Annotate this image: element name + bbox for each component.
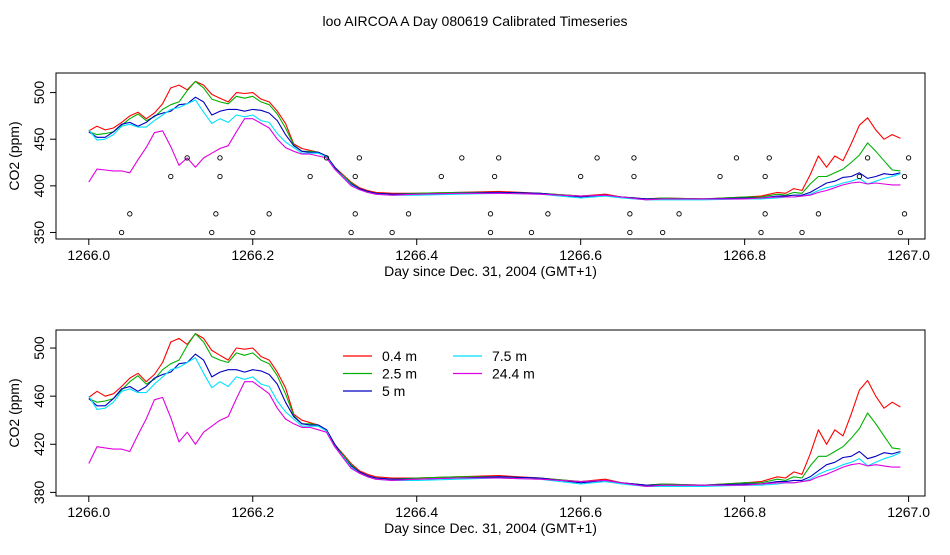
data-point <box>118 229 125 236</box>
data-point <box>487 229 494 236</box>
data-point <box>856 173 863 180</box>
y-axis-label: CO2 (ppm) <box>6 121 22 190</box>
data-point <box>901 173 908 180</box>
data-point <box>405 211 412 217</box>
y-axis-label: CO2 (ppm) <box>6 378 22 447</box>
x-axis-label: Day since Dec. 31, 2004 (GMT+1) <box>384 520 597 536</box>
data-point <box>209 229 215 236</box>
series-line-7-5-m <box>88 99 901 201</box>
series-line-2-5-m <box>88 333 901 486</box>
data-point <box>762 211 768 217</box>
x-tick-label: 1266.8 <box>723 504 766 520</box>
series-line-5-m <box>88 96 901 200</box>
data-point <box>758 229 764 236</box>
data-point <box>356 155 362 161</box>
data-point <box>217 155 223 161</box>
data-point <box>627 211 633 217</box>
series-line-5-m <box>88 353 901 486</box>
series-line-2-5-m <box>88 80 901 200</box>
data-point <box>323 155 330 161</box>
series-line-24-4-m <box>88 381 901 487</box>
x-tick-label: 1266.0 <box>67 504 110 520</box>
data-point <box>799 229 805 236</box>
data-point <box>901 211 908 217</box>
top-panel: 1266.0 1266.2 1266.4 1266.6 1266.8 1267.0 350 4… <box>6 72 930 279</box>
legend-label: 2.5 m <box>382 366 417 382</box>
data-point <box>864 155 871 161</box>
data-point <box>905 155 912 161</box>
x-tick-label: 1266.8 <box>723 247 766 263</box>
data-point <box>438 173 444 180</box>
x-tick-label: 1266.0 <box>67 247 110 263</box>
y-tick-label: 380 <box>31 480 47 504</box>
series-line-0-4-m <box>88 333 901 486</box>
data-point <box>307 173 313 180</box>
data-point <box>545 211 551 217</box>
data-point <box>352 211 358 217</box>
data-point <box>127 211 133 217</box>
data-point <box>528 229 535 236</box>
x-tick-label: 1266.4 <box>395 247 438 263</box>
y-tick-label: 500 <box>31 81 47 105</box>
series-group <box>88 333 901 487</box>
x-tick-label: 1266.6 <box>559 247 602 263</box>
legend-label: 24.4 m <box>492 366 535 382</box>
data-point <box>496 155 502 161</box>
data-point <box>897 229 904 236</box>
data-point <box>168 173 174 180</box>
data-point <box>631 173 637 180</box>
x-axis-label: Day since Dec. 31, 2004 (GMT+1) <box>384 263 597 279</box>
x-tick-label: 1266.4 <box>395 504 438 520</box>
plot-frame <box>55 72 926 240</box>
series-line-24-4-m <box>88 118 901 201</box>
data-point <box>491 173 498 180</box>
data-point <box>348 229 354 236</box>
series-group <box>88 80 912 236</box>
y-tick-label: 450 <box>31 127 47 151</box>
data-point <box>762 173 768 180</box>
y-tick-label: 420 <box>31 432 47 456</box>
y-tick-label: 500 <box>31 336 47 360</box>
x-tick-label: 1267.0 <box>887 247 930 263</box>
series-line-7-5-m <box>88 357 901 487</box>
data-point <box>184 155 190 161</box>
data-point <box>578 173 584 180</box>
data-point <box>717 173 723 180</box>
data-point <box>213 211 219 217</box>
data-point <box>217 173 223 180</box>
x-tick-label: 1267.0 <box>887 504 930 520</box>
x-tick-label: 1266.2 <box>231 247 274 263</box>
legend-label: 7.5 m <box>492 348 527 364</box>
data-point <box>627 229 633 236</box>
data-point <box>733 155 740 161</box>
y-tick-label: 460 <box>31 384 47 408</box>
data-point <box>594 155 600 161</box>
data-point <box>266 211 272 217</box>
data-point <box>676 211 682 217</box>
data-point <box>660 229 666 236</box>
data-point <box>352 173 358 180</box>
data-point <box>459 155 465 161</box>
data-point <box>487 211 494 217</box>
series-line-0-4-m <box>88 80 901 200</box>
x-tick-label: 1266.6 <box>559 504 602 520</box>
data-point <box>766 155 772 161</box>
figure-title: loo AIRCOA A Day 080619 Calibrated Times… <box>322 13 627 29</box>
data-point <box>250 229 256 236</box>
data-point <box>815 211 822 217</box>
data-point <box>389 229 395 236</box>
bottom-panel: 1266.0 1266.2 1266.4 1266.6 1266.8 1267.0 380 4… <box>6 329 930 536</box>
y-tick-label: 400 <box>31 174 47 198</box>
plot-frame <box>55 329 926 497</box>
legend: 0.4 m 2.5 m5 m 7.5 m 24.4 m <box>343 348 535 399</box>
legend-label: 0.4 m <box>382 348 417 364</box>
y-tick-label: 350 <box>31 221 47 245</box>
legend-label: 5 m <box>382 383 405 399</box>
x-tick-label: 1266.2 <box>231 504 274 520</box>
data-point <box>631 155 637 161</box>
